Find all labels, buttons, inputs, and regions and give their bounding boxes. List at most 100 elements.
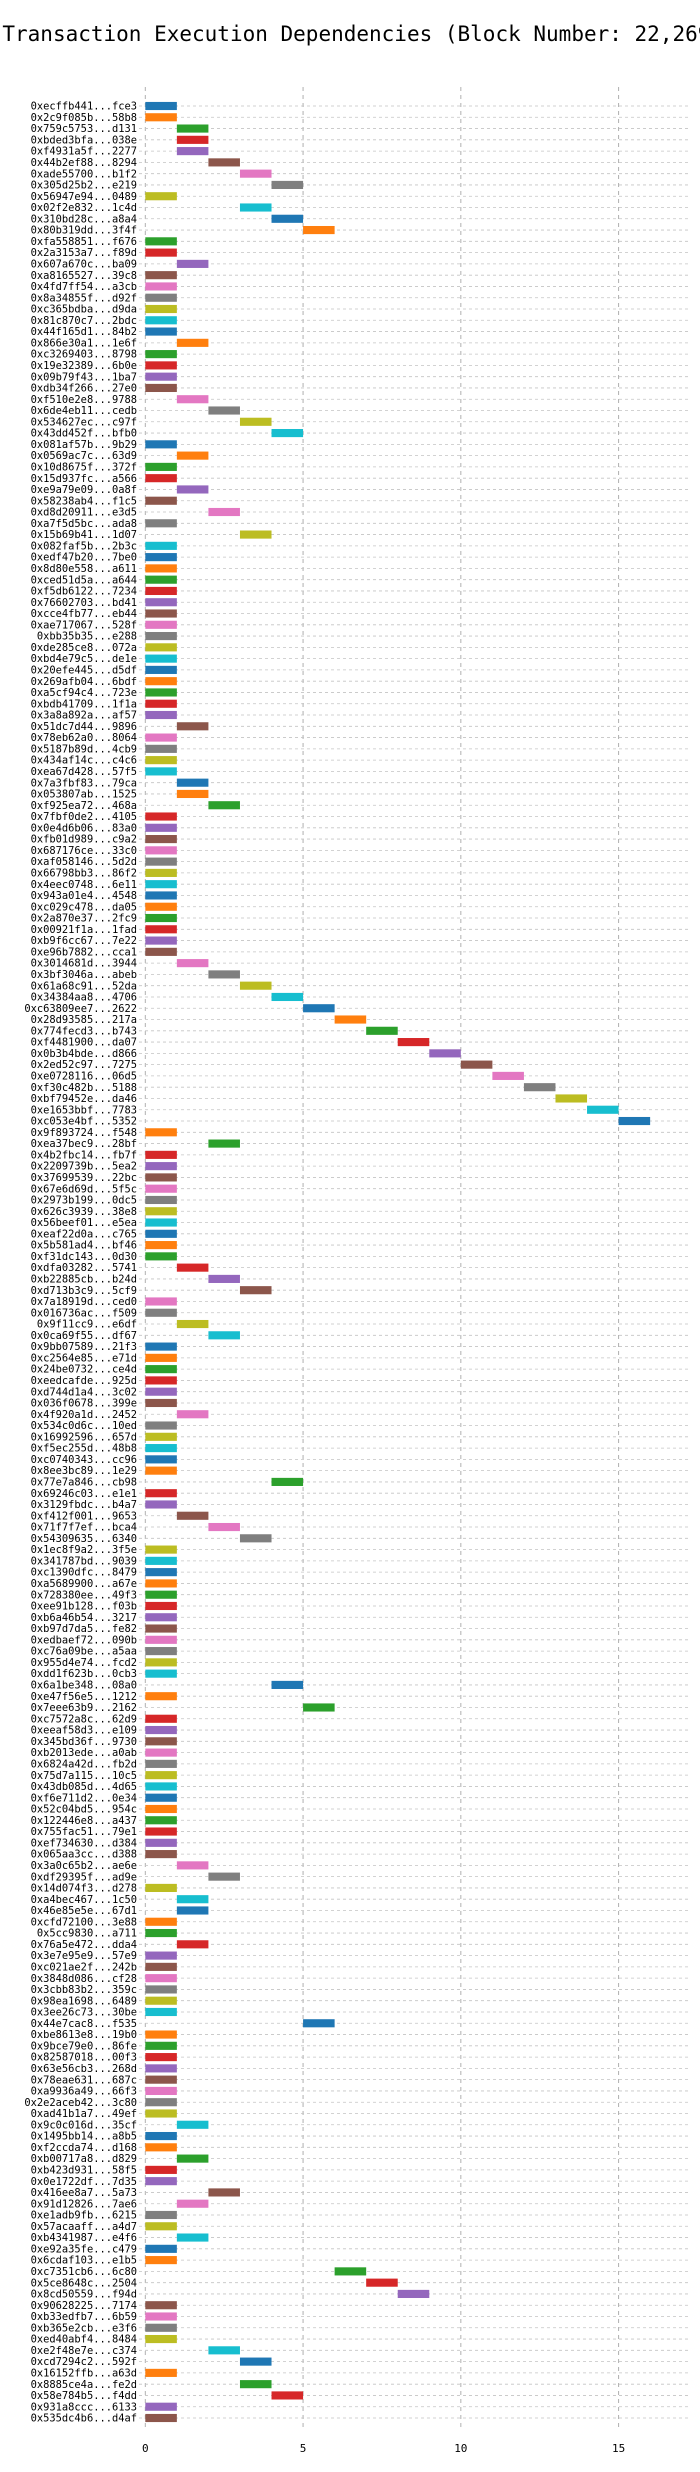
transaction-bar <box>239 530 272 539</box>
transaction-bar <box>145 541 177 550</box>
y-tick-label: 0x75d7a115...10c5 <box>31 1770 137 1782</box>
x-tick-label: 10 <box>454 2442 467 2455</box>
transaction-bar <box>145 1489 177 1498</box>
transaction-bar <box>145 1793 177 1802</box>
y-tick-label: 0x69246c03...e1e1 <box>31 1488 137 1500</box>
y-tick-label: 0xa7f5d5bc...ada8 <box>31 518 137 530</box>
y-tick-label: 0x56beef01...e5ea <box>31 1217 137 1229</box>
transaction-bar <box>145 902 177 911</box>
transaction-bar <box>176 451 209 460</box>
y-tick-label: 0x19e32389...6b0e <box>31 360 137 372</box>
transaction-bar <box>176 124 209 133</box>
y-tick-label: 0xe96b7882...cca1 <box>31 946 137 958</box>
transaction-bar <box>145 1162 177 1171</box>
y-tick-label: 0x58238ab4...f1c5 <box>31 495 137 507</box>
transaction-bar <box>145 1241 177 1250</box>
transaction-bar <box>145 519 177 528</box>
transaction-bar <box>334 2267 367 2276</box>
transaction-bar <box>145 575 177 584</box>
transaction-bar <box>145 1692 177 1701</box>
transaction-bar <box>145 868 177 877</box>
y-tick-label: 0x7eee63b9...2162 <box>31 1702 137 1714</box>
y-tick-label: 0x71f7f7ef...bca4 <box>31 1522 137 1534</box>
transaction-bar <box>145 2402 177 2411</box>
transaction-bar <box>208 970 240 979</box>
transaction-bar <box>176 1319 209 1329</box>
transaction-bar <box>145 846 177 855</box>
transaction-bar <box>145 1297 177 1306</box>
y-tick-label: 0xe92a35fe...c479 <box>31 2243 137 2255</box>
transaction-bar <box>145 1342 177 1351</box>
y-tick-label: 0x91d12826...7ae6 <box>31 2198 137 2210</box>
y-tick-label: 0xc021ae2f...242b <box>31 1961 137 1973</box>
transaction-bar <box>366 2278 398 2287</box>
transaction-bar <box>239 1286 272 1295</box>
transaction-bar <box>176 778 209 787</box>
transaction-bar <box>145 2109 177 2118</box>
transaction-bar <box>145 1996 177 2005</box>
transaction-bar <box>145 1714 177 1723</box>
y-tick-label: 0x7fbf0de2...4105 <box>31 811 137 823</box>
transaction-bar <box>145 1421 177 1430</box>
y-tick-label: 0x46e85e5e...67d1 <box>31 1905 137 1917</box>
transaction-bar <box>176 135 209 144</box>
y-tick-label: 0xd8d20911...e3d5 <box>31 507 137 519</box>
y-tick-label: 0x0b3b4bde...d866 <box>31 1048 137 1060</box>
transaction-bar <box>145 699 177 708</box>
y-tick-label: 0xcfd72100...3e88 <box>31 1916 137 1928</box>
y-tick-label: 0x2ed52c97...7275 <box>31 1059 137 1071</box>
x-tick-label: 0 <box>142 2442 149 2455</box>
transaction-bar <box>145 756 177 765</box>
transaction-bar <box>145 2244 177 2253</box>
y-tick-label: 0xf6e711d2...0e34 <box>31 1792 137 1804</box>
y-tick-label: 0x66798bb3...86f2 <box>31 868 137 880</box>
y-tick-label: 0xf31dc143...0d30 <box>31 1251 137 1263</box>
transaction-bar <box>145 1184 177 1193</box>
y-tick-label: 0x2c9f085b...58b8 <box>31 112 137 124</box>
transaction-bar <box>208 2188 240 2197</box>
x-tick-label: 15 <box>612 2442 625 2455</box>
transaction-bar <box>303 2019 335 2028</box>
y-tick-label: 0xdfa03282...5741 <box>31 1262 137 1274</box>
transaction-bar <box>145 1207 177 1216</box>
y-tick-label: 0xa9936a49...66f3 <box>31 2086 137 2098</box>
y-tick-label: 0xed40abf4...8484 <box>31 2334 137 2346</box>
y-tick-label: 0x053807ab...1525 <box>31 789 137 801</box>
y-tick-label: 0x44e7cac8...f535 <box>31 2018 137 2030</box>
transaction-bar <box>145 688 177 697</box>
y-tick-label: 0x8a34855f...d92f <box>31 292 137 304</box>
y-tick-label: 0x607a670c...ba09 <box>31 258 137 270</box>
transaction-bar <box>145 113 177 122</box>
transaction-bar <box>145 1635 177 1644</box>
transaction-bar <box>145 372 177 381</box>
y-tick-label: 0x61a68c91...52da <box>31 980 137 992</box>
transaction-bar <box>271 1477 304 1486</box>
transaction-bar <box>145 609 177 618</box>
y-tick-label: 0xb4341987...e4f6 <box>31 2232 137 2244</box>
y-tick-label: 0x943a01e4...4548 <box>31 890 137 902</box>
transaction-bar <box>145 1444 177 1453</box>
transaction-bar <box>145 1308 177 1317</box>
transaction-bar <box>208 1872 240 1881</box>
transaction-bar <box>176 338 209 347</box>
transaction-bar <box>145 304 177 314</box>
y-tick-label: 0x2973b199...0dc5 <box>31 1195 137 1207</box>
transaction-bar <box>145 2210 177 2220</box>
y-tick-label: 0x14d074f3...d278 <box>31 1883 137 1895</box>
y-tick-label: 0x54309635...6340 <box>31 1533 137 1545</box>
y-tick-label: 0x0ca69f55...df67 <box>31 1330 137 1342</box>
x-tick-labels: 0 5 10 15 <box>142 2442 625 2455</box>
transaction-bar <box>239 417 272 426</box>
y-tick-label: 0x9bb07589...21f3 <box>31 1341 137 1353</box>
y-tick-label: 0x122446e8...a437 <box>31 1815 137 1827</box>
transaction-bar <box>208 406 240 415</box>
transaction-bar <box>145 271 177 280</box>
y-tick-label: 0x51dc7d44...9896 <box>31 721 137 733</box>
y-tick-label: 0x67e6d69d...5f5c <box>31 1183 137 1195</box>
transaction-bar <box>145 1624 177 1633</box>
transaction-bar <box>176 1511 209 1520</box>
y-tick-label: 0xc3269403...8798 <box>31 349 137 361</box>
transaction-bar <box>145 293 177 302</box>
y-tick-label: 0xaf058146...5d2d <box>31 856 137 868</box>
